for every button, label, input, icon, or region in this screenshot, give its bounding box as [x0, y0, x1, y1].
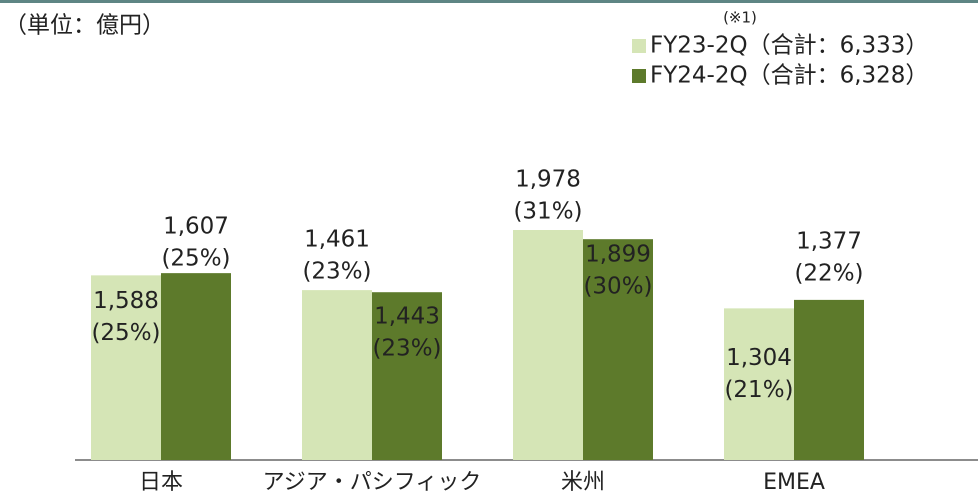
bar — [302, 290, 372, 460]
bar — [794, 299, 864, 460]
value-label: 1,443 — [374, 304, 440, 330]
share-label: (23%) — [302, 259, 371, 285]
value-label: 1,461 — [304, 227, 370, 253]
value-label: 1,304 — [726, 345, 792, 371]
top-border — [0, 0, 978, 3]
note: (※1) — [723, 9, 757, 27]
x-tick-label: 米州 — [561, 470, 605, 495]
x-tick-label: アジア・パシフィック — [263, 470, 482, 495]
legend-label: FY24-2Q（合計：6,328） — [650, 63, 928, 89]
share-label: (31%) — [513, 199, 582, 225]
x-tick-label: 日本 — [139, 470, 183, 495]
legend-swatch — [632, 39, 646, 53]
legend-label: FY23-2Q（合計：6,333） — [650, 33, 928, 59]
share-label: (25%) — [161, 246, 230, 272]
unit-label: （単位：億円） — [4, 13, 165, 39]
share-label: (21%) — [724, 377, 793, 403]
bar — [91, 275, 161, 460]
bar — [583, 239, 653, 460]
share-label: (30%) — [583, 274, 652, 300]
value-label: 1,377 — [796, 228, 862, 254]
value-label: 1,899 — [585, 242, 651, 268]
x-tick-label: EMEA — [763, 470, 825, 495]
share-label: (23%) — [372, 336, 441, 362]
legend-swatch — [632, 69, 646, 83]
bar — [372, 292, 442, 460]
value-label: 1,978 — [515, 167, 581, 193]
bar — [724, 308, 794, 460]
bar — [161, 273, 231, 460]
value-label: 1,588 — [93, 288, 159, 314]
share-label: (22%) — [794, 260, 863, 286]
share-label: (25%) — [91, 320, 160, 346]
bar — [513, 230, 583, 460]
value-label: 1,607 — [163, 214, 229, 240]
